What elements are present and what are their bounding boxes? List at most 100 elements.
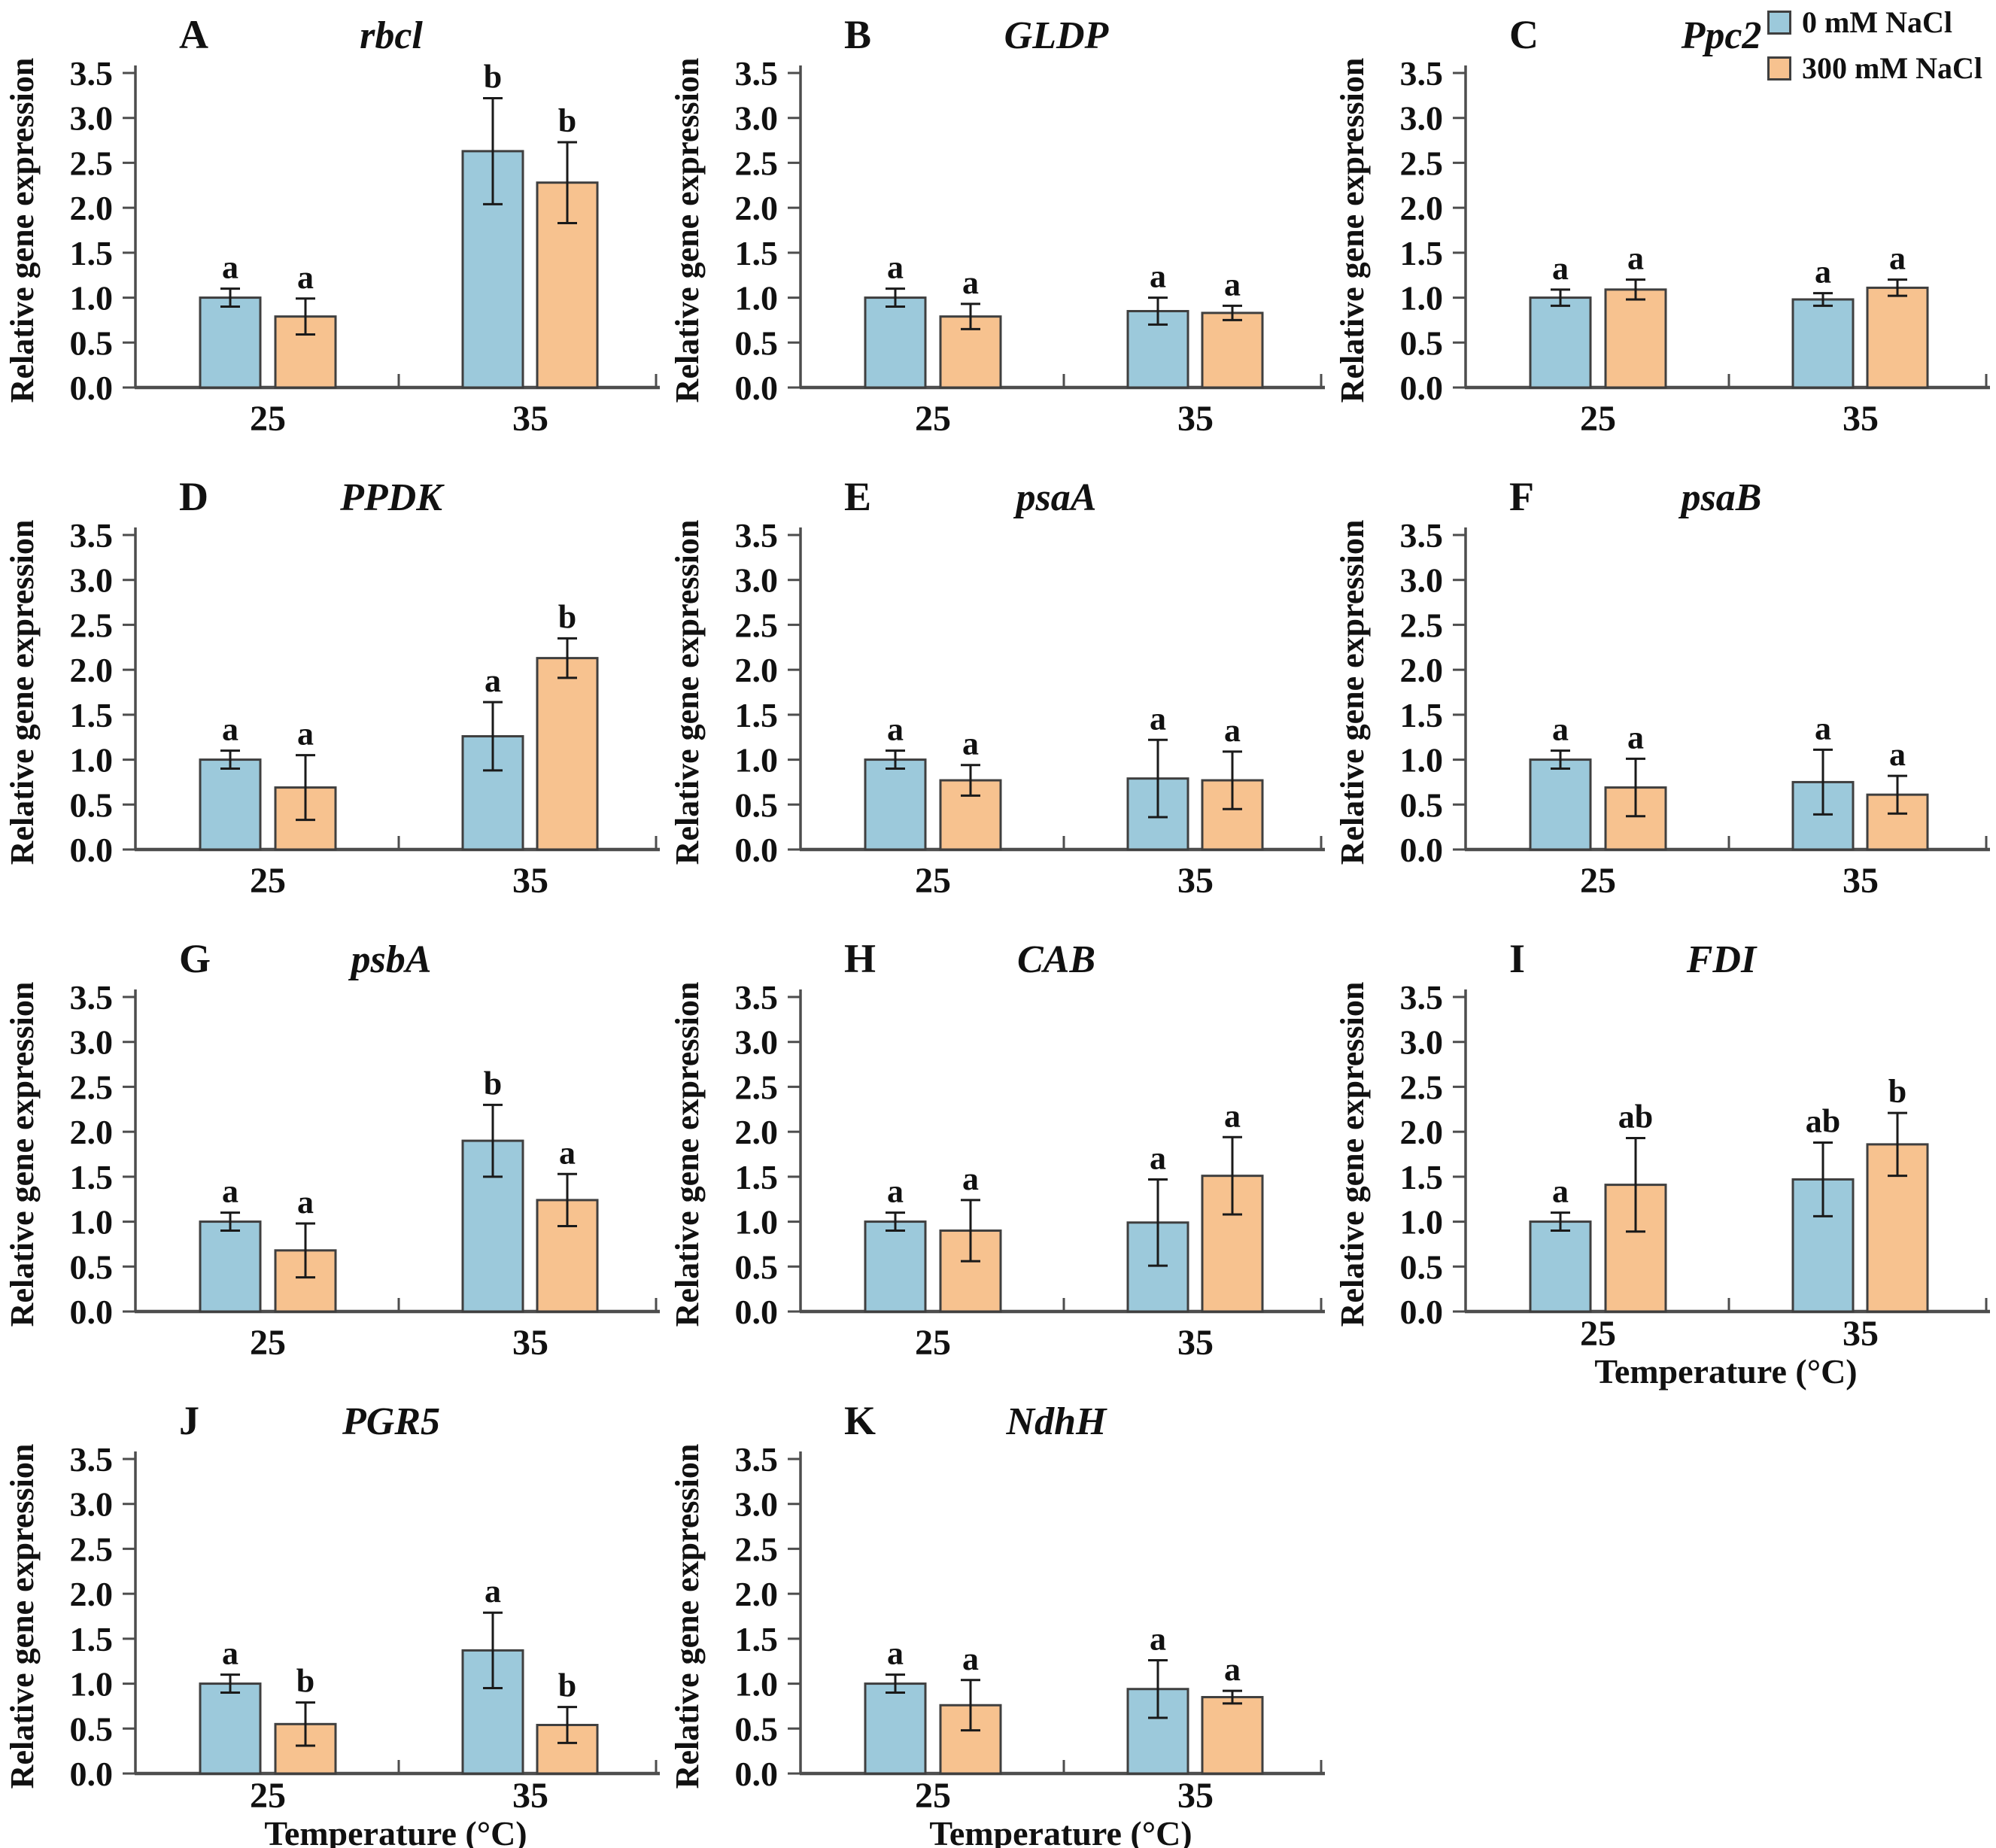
panel-letter: J xyxy=(179,1398,199,1443)
y-tick-label: 2.5 xyxy=(70,606,114,644)
x-tick-label: 35 xyxy=(1177,861,1214,901)
y-tick-label: 1.5 xyxy=(70,234,114,272)
gene-title: GLDP xyxy=(1004,14,1110,57)
y-tick-label: 0.5 xyxy=(70,1710,114,1748)
x-tick-label: 35 xyxy=(512,1776,548,1816)
bar-0mMNaCl-35 xyxy=(461,1139,524,1313)
y-tick-label: 3.0 xyxy=(735,1485,779,1524)
x-tick-label: 25 xyxy=(915,1323,951,1363)
bar-0mMNaCl-25 xyxy=(199,1220,262,1313)
y-tick-label: 2.5 xyxy=(70,1068,114,1106)
gene-title: Ppc2 xyxy=(1681,14,1762,57)
panel-d: Relative gene expression 0.0 0.5 1.0 1.5 2.0 2… xyxy=(0,462,665,924)
y-tick-label: 0.0 xyxy=(70,369,114,407)
significance-letter: a xyxy=(222,1635,238,1672)
legend-item-0mm: 0 mM NaCl xyxy=(1767,5,1982,40)
x-tick-label: 25 xyxy=(915,399,951,439)
chart-svg-C: Relative gene expression 0.0 0.5 1.0 1.5 2.0 2… xyxy=(1334,12,1990,439)
panel-a: Relative gene expression 0.0 0.5 1.0 1.5 2.0 2… xyxy=(0,0,665,462)
x-tick-label: 25 xyxy=(1580,399,1616,439)
y-tick-label: 0.0 xyxy=(735,1755,779,1793)
y-tick-label: 3.5 xyxy=(70,1440,114,1479)
significance-letter: b xyxy=(558,102,576,139)
significance-letter: a xyxy=(962,1640,979,1677)
bar-0mMNaCl-35 xyxy=(1791,298,1855,389)
gene-title: psaA xyxy=(1013,476,1097,519)
x-tick-label: 35 xyxy=(512,861,548,901)
y-tick-label: 2.5 xyxy=(1400,1068,1444,1106)
significance-letter: ab xyxy=(1618,1099,1653,1135)
panel-h: Relative gene expression 0.0 0.5 1.0 1.5 2.0 2… xyxy=(665,924,1330,1386)
chart-svg-D: Relative gene expression 0.0 0.5 1.0 1.5 2.0 2… xyxy=(4,474,660,901)
bar-0mMNaCl-25 xyxy=(864,1220,927,1313)
x-tick-label: 35 xyxy=(512,1323,548,1363)
y-axis-title: Relative gene expression xyxy=(669,982,706,1327)
x-tick-label: 25 xyxy=(250,399,286,439)
significance-letter: a xyxy=(297,1184,314,1220)
y-tick-label: 1.0 xyxy=(1400,1203,1444,1242)
x-axis-title: Temperature (°C) xyxy=(929,1814,1192,1848)
significance-letter: a xyxy=(887,1635,904,1672)
y-tick-label: 2.5 xyxy=(70,1530,114,1568)
chart-svg-K: Relative gene expression 0.0 0.5 1.0 1.5 2.0 2… xyxy=(669,1398,1325,1848)
significance-letter: b xyxy=(296,1663,314,1700)
chart-svg-E: Relative gene expression 0.0 0.5 1.0 1.5 2.0 2… xyxy=(669,474,1325,901)
significance-letter: a xyxy=(1150,258,1166,295)
gene-title: PPDK xyxy=(339,476,445,519)
x-tick-label: 25 xyxy=(1580,861,1616,901)
bar-300mMNaCl-25 xyxy=(939,1704,1002,1775)
panel-f: Relative gene expression 0.0 0.5 1.0 1.5 2.0 2… xyxy=(1330,462,1995,924)
y-tick-label: 1.0 xyxy=(70,1203,114,1242)
legend-swatch-300mm-icon xyxy=(1767,56,1792,81)
y-axis-title: Relative gene expression xyxy=(1334,58,1371,403)
panel-letter: C xyxy=(1509,12,1539,57)
y-tick-label: 1.5 xyxy=(1400,1158,1444,1196)
significance-letter: a xyxy=(1224,1651,1241,1688)
y-tick-label: 2.0 xyxy=(70,1575,114,1613)
y-tick-label: 2.0 xyxy=(70,189,114,227)
significance-letter: a xyxy=(1224,712,1241,749)
significance-letter: a xyxy=(297,716,314,752)
bar-300mMNaCl-35 xyxy=(536,657,599,851)
bar-0mMNaCl-25 xyxy=(199,758,262,851)
y-tick-label: 2.5 xyxy=(735,1530,779,1568)
y-axis-title: Relative gene expression xyxy=(669,58,706,403)
y-tick-label: 0.5 xyxy=(735,324,779,362)
y-tick-label: 1.0 xyxy=(70,1665,114,1704)
bar-0mMNaCl-25 xyxy=(1529,296,1592,389)
panel-letter: G xyxy=(179,936,211,981)
y-axis-title: Relative gene expression xyxy=(1334,520,1371,865)
y-tick-label: 3.0 xyxy=(1400,1023,1444,1062)
y-tick-label: 1.5 xyxy=(735,696,779,734)
x-tick-label: 35 xyxy=(1177,1776,1214,1816)
significance-letter: a xyxy=(1627,719,1644,755)
gene-title: rbcl xyxy=(360,14,423,57)
chart-svg-G: Relative gene expression 0.0 0.5 1.0 1.5 2.0 2… xyxy=(4,936,660,1363)
y-tick-label: 1.5 xyxy=(70,1620,114,1658)
significance-letter: a xyxy=(1552,250,1569,287)
panel-letter: K xyxy=(844,1398,876,1443)
y-tick-label: 2.0 xyxy=(1400,1113,1444,1151)
y-tick-label: 3.0 xyxy=(70,1023,114,1062)
gene-title: CAB xyxy=(1017,938,1095,981)
y-tick-label: 3.5 xyxy=(70,516,114,555)
bar-300mMNaCl-35 xyxy=(1201,1695,1264,1775)
x-tick-label: 35 xyxy=(1843,861,1879,901)
y-tick-label: 3.0 xyxy=(1400,99,1444,138)
gene-title: PGR5 xyxy=(342,1400,440,1443)
significance-letter: a xyxy=(887,1173,904,1210)
y-tick-label: 0.5 xyxy=(735,1248,779,1286)
y-tick-label: 0.5 xyxy=(70,1248,114,1286)
y-tick-label: 0.0 xyxy=(1400,1293,1444,1331)
significance-letter: b xyxy=(558,598,576,635)
gene-title: psbA xyxy=(348,938,432,981)
y-tick-label: 2.0 xyxy=(735,651,779,689)
panel-letter: E xyxy=(844,474,871,519)
significance-letter: a xyxy=(485,1573,501,1609)
x-axis-title: Temperature (°C) xyxy=(1594,1352,1857,1391)
y-tick-label: 0.0 xyxy=(735,831,779,869)
y-tick-label: 3.0 xyxy=(1400,561,1444,600)
y-tick-label: 2.0 xyxy=(1400,189,1444,227)
y-tick-label: 0.5 xyxy=(735,786,779,824)
y-tick-label: 2.0 xyxy=(735,1575,779,1613)
